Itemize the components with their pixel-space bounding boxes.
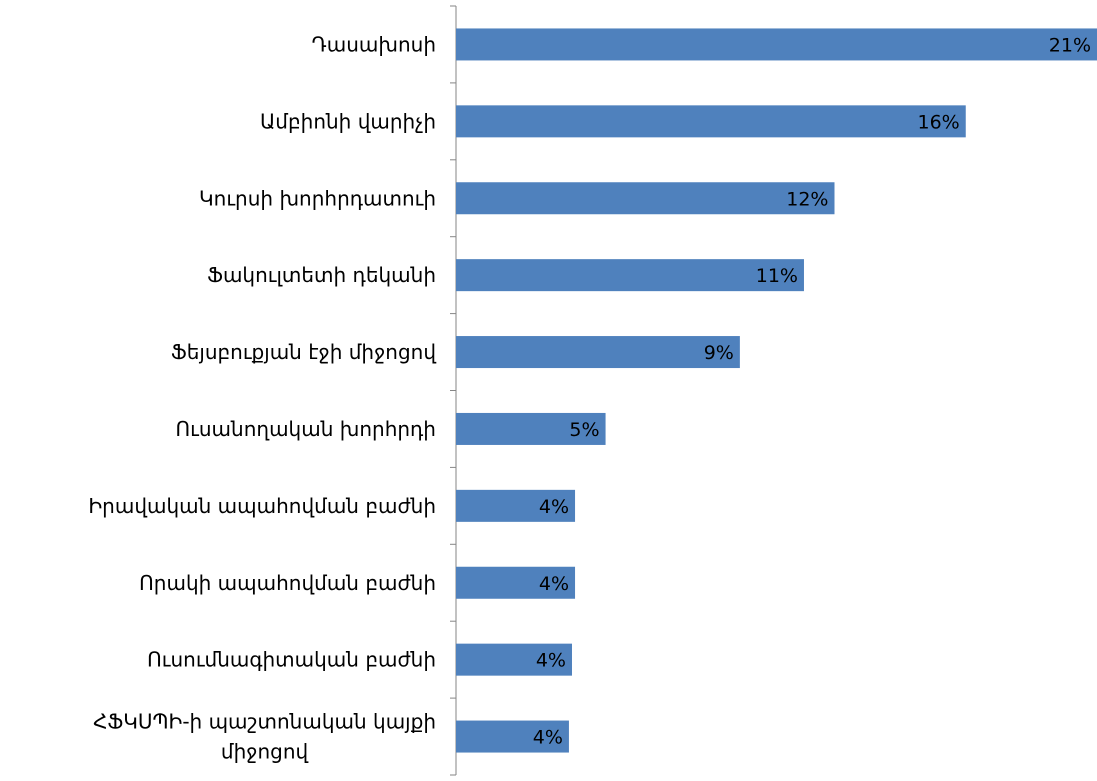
bar <box>456 489 576 522</box>
bar <box>456 105 966 138</box>
category-tick-label: Դասախոսի <box>312 32 436 56</box>
category-tick-label: Ուսումնագիտական բաժնի <box>147 648 436 672</box>
category-label-line: Դասախոսի <box>312 32 436 56</box>
category-tick-label: Ֆեյսբուքյան էջի միջոցով <box>171 340 436 364</box>
bar <box>456 336 740 369</box>
category-label-line: Ամբիոնի վարիչի <box>260 109 436 133</box>
category-label-line: միջոցով <box>221 740 309 764</box>
bars-layer <box>456 28 1097 753</box>
axis-layer <box>450 5 457 776</box>
data-label: 12% <box>786 188 828 210</box>
data-label: 4% <box>536 650 566 672</box>
bar <box>456 643 572 676</box>
value-labels-layer: 21% 16% 12% 11% 9% 5% 4% 4% 4% 4% <box>533 34 1091 748</box>
category-tick-label: Ուսանողական խորհրդի <box>176 417 436 441</box>
category-label-line: Ուսանողական խորհրդի <box>176 417 436 441</box>
bar <box>456 28 1097 61</box>
category-tick-label: Որակի ապահովման բաժնի <box>139 571 436 595</box>
category-label-line: Որակի ապահովման բաժնի <box>139 571 436 595</box>
category-label-line: Ֆեյսբուքյան էջի միջոցով <box>171 340 436 364</box>
category-label-line: ՀՖԿՍՊԻ-ի պաշտոնական կայքի <box>93 710 436 734</box>
category-labels-layer: Դասախոսի Ամբիոնի վարիչի Կուրսի խորհրդատուի… <box>88 32 436 763</box>
category-tick-label: Ամբիոնի վարիչի <box>260 109 436 133</box>
bar <box>456 182 835 215</box>
bar <box>456 566 576 599</box>
category-label-line: Ուսումնագիտական բաժնի <box>147 648 436 672</box>
data-label: 16% <box>918 111 960 133</box>
category-tick-label: Կուրսի խորհրդատուի <box>199 186 436 210</box>
data-label: 9% <box>704 342 734 364</box>
data-label: 21% <box>1049 34 1091 56</box>
bar <box>456 259 804 292</box>
data-label: 5% <box>569 419 599 441</box>
data-label: 4% <box>539 496 569 518</box>
category-tick-label: ՀՖԿՍՊԻ-ի պաշտոնական կայքի միջոցով <box>93 710 436 764</box>
category-label-line: Իրավական ապահովման բաժնի <box>88 494 436 518</box>
category-label-line: Կուրսի խորհրդատուի <box>199 186 436 210</box>
bar <box>456 412 606 445</box>
data-label: 11% <box>756 265 798 287</box>
bar <box>456 720 569 753</box>
data-label: 4% <box>539 573 569 595</box>
category-tick-label: Ֆակուլտետի դեկանի <box>207 263 436 287</box>
data-label: 4% <box>533 727 563 749</box>
category-tick-label: Իրավական ապահովման բաժնի <box>88 494 436 518</box>
category-label-line: Ֆակուլտետի դեկանի <box>207 263 436 287</box>
